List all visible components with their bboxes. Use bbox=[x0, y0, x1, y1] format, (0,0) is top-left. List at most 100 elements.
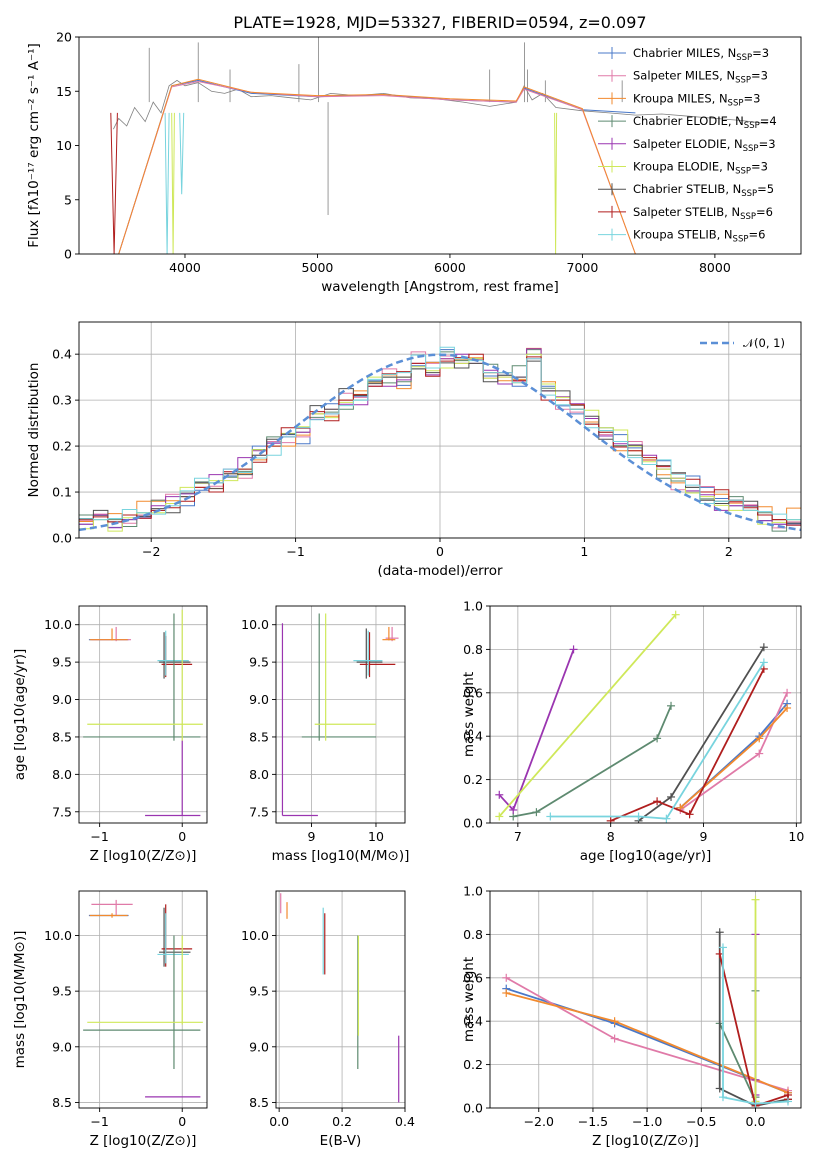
legend-entry: Kroupa MILES, NSSP=3 bbox=[598, 91, 760, 108]
x-tick-label: 0.4 bbox=[395, 1114, 415, 1129]
weight-marker bbox=[685, 810, 694, 819]
x-tick-label: −1.5 bbox=[578, 1114, 608, 1129]
weight-marker bbox=[759, 658, 768, 667]
weight-marker bbox=[610, 1034, 619, 1043]
axes-frame bbox=[78, 36, 802, 255]
y-tick-label: 5 bbox=[64, 192, 72, 207]
plot-area bbox=[276, 606, 405, 823]
weight-marker bbox=[606, 816, 615, 823]
y-tick-label: 15 bbox=[56, 84, 72, 99]
weight-line bbox=[498, 649, 575, 812]
panel-mass-vs-age: 9 10 7.5 8.0 8.5 9.0 9.5 10.0 mass [log10(M/M⊙)] bbox=[241, 605, 409, 864]
y-tick-label: 0 bbox=[64, 247, 72, 262]
legend-label: Chabrier ELODIE, NSSP=4 bbox=[633, 114, 777, 131]
y-tick-label: 9.0 bbox=[52, 692, 72, 707]
absorption-feature bbox=[164, 112, 170, 254]
plot-area bbox=[276, 891, 405, 1108]
x-tick-label: −1.0 bbox=[632, 1114, 662, 1129]
y-tick-label: 8.5 bbox=[249, 1095, 269, 1110]
y-tick-label: 0.6 bbox=[463, 685, 483, 700]
weight-marker bbox=[718, 1093, 727, 1102]
weight-marker bbox=[532, 808, 541, 817]
weight-marker bbox=[495, 812, 504, 821]
y-tick-label: 9.5 bbox=[52, 984, 72, 999]
x-axis-label: (data-model)/error bbox=[377, 563, 503, 579]
weight-line bbox=[718, 953, 789, 1107]
y-tick-label: 7.5 bbox=[52, 804, 72, 819]
figure-title: PLATE=1928, MJD=53327, FIBERID=0594, z=0… bbox=[233, 13, 646, 32]
y-tick-label: 0.2 bbox=[463, 772, 483, 787]
panel-z-weights: −2.0 −1.5 −1.0 −0.5 0.0 0.0 0.2 0.4 0.6 0.8 1.0 Z [… bbox=[461, 884, 802, 1149]
plot-area bbox=[79, 606, 207, 823]
absorption-feature bbox=[171, 112, 175, 254]
x-tick-label: 0.0 bbox=[746, 1114, 766, 1129]
y-tick-label: 0.0 bbox=[52, 531, 72, 546]
legend-label: Chabrier MILES, NSSP=3 bbox=[633, 46, 769, 63]
y-axis-label: age [log10(age/yr)] bbox=[12, 649, 28, 781]
x-tick-label: 10 bbox=[788, 829, 804, 844]
weight-marker bbox=[671, 610, 680, 619]
legend: 𝒩(0, 1) bbox=[700, 336, 785, 350]
x-tick-label: 8 bbox=[607, 829, 615, 844]
y-axis-label: mass [log10(M/M⊙)] bbox=[12, 931, 28, 1069]
y-tick-label: 9.5 bbox=[52, 655, 72, 670]
y-tick-label: 0.6 bbox=[463, 970, 483, 985]
legend-entry: Salpeter ELODIE, NSSP=3 bbox=[598, 137, 776, 154]
axes-frame bbox=[275, 890, 406, 1109]
legend-entry: Chabrier STELIB, NSSP=5 bbox=[598, 182, 774, 199]
x-tick-label: 0.2 bbox=[332, 1114, 352, 1129]
panel-age-weights: 7 8 9 10 0.0 0.2 0.4 0.6 0.8 1.0 age [log10(age/yr… bbox=[461, 599, 804, 865]
observed-spectrum-line bbox=[113, 79, 768, 130]
y-tick-label: 0.4 bbox=[463, 1014, 483, 1029]
x-axis-label: Z [log10(Z/Z⊙)] bbox=[90, 1133, 197, 1149]
panel-z-vs-age: −1 0 7.5 8.0 8.5 9.0 9.5 10.0 Z [log10(Z/Z⊙)] age… bbox=[12, 605, 208, 864]
x-axis-label: E(B-V) bbox=[320, 1133, 362, 1149]
weight-marker bbox=[755, 734, 764, 743]
plot-area bbox=[79, 322, 801, 538]
plot-area bbox=[79, 891, 207, 1108]
histogram-steps bbox=[79, 346, 801, 521]
axes-frame bbox=[78, 605, 208, 824]
axes-frame bbox=[275, 605, 406, 824]
y-axis-label: Flux [fλ10⁻¹⁷ erg cm⁻² s⁻¹ A⁻¹] bbox=[26, 43, 42, 248]
grid bbox=[490, 891, 801, 1108]
x-axis-label: Z [log10(Z/Z⊙)] bbox=[592, 1133, 699, 1149]
x-tick-label: −0.5 bbox=[686, 1114, 716, 1129]
legend-entry: Chabrier ELODIE, NSSP=4 bbox=[598, 114, 777, 131]
weight-line bbox=[498, 614, 677, 818]
x-tick-label: 0.0 bbox=[269, 1114, 289, 1129]
y-tick-label: 0.8 bbox=[463, 642, 483, 657]
axes-frame bbox=[489, 605, 802, 824]
x-tick-label: 4000 bbox=[169, 260, 201, 275]
y-axis-label: Normed distribution bbox=[26, 363, 42, 498]
weight-line bbox=[550, 661, 765, 820]
axes-frame bbox=[489, 890, 802, 1109]
absorption-feature bbox=[179, 112, 185, 195]
y-axis-label: mass weight bbox=[461, 957, 477, 1042]
grid bbox=[79, 891, 207, 1108]
x-tick-label: −1 bbox=[286, 544, 304, 559]
x-tick-label: 0 bbox=[436, 544, 444, 559]
weight-marker bbox=[667, 792, 676, 801]
legend-entry: Salpeter STELIB, NSSP=6 bbox=[598, 205, 773, 222]
y-tick-label: 7.5 bbox=[249, 804, 269, 819]
y-tick-label: 0.0 bbox=[463, 1101, 483, 1116]
x-axis-label: Z [log10(Z/Z⊙)] bbox=[90, 848, 197, 864]
grid bbox=[276, 606, 405, 823]
x-tick-label: 0 bbox=[178, 1114, 186, 1129]
x-tick-label: −1 bbox=[90, 829, 108, 844]
grid bbox=[79, 606, 207, 823]
panel-ebv-vs-mass: 0.0 0.2 0.4 8.5 9.0 9.5 10.0 E(B-V) bbox=[241, 890, 415, 1149]
x-tick-label: 7000 bbox=[567, 260, 599, 275]
grid bbox=[490, 606, 801, 823]
weight-line bbox=[722, 947, 789, 1105]
x-tick-label: −2.0 bbox=[524, 1114, 554, 1129]
y-tick-label: 0.8 bbox=[463, 927, 483, 942]
weight-line bbox=[513, 705, 672, 818]
y-tick-label: 0.1 bbox=[52, 485, 72, 500]
weight-marker bbox=[662, 814, 671, 823]
absorption-feature bbox=[110, 112, 118, 254]
y-tick-label: 0.2 bbox=[463, 1057, 483, 1072]
x-axis-label: age [log10(age/yr)] bbox=[580, 848, 712, 864]
weight-marker bbox=[569, 645, 578, 654]
